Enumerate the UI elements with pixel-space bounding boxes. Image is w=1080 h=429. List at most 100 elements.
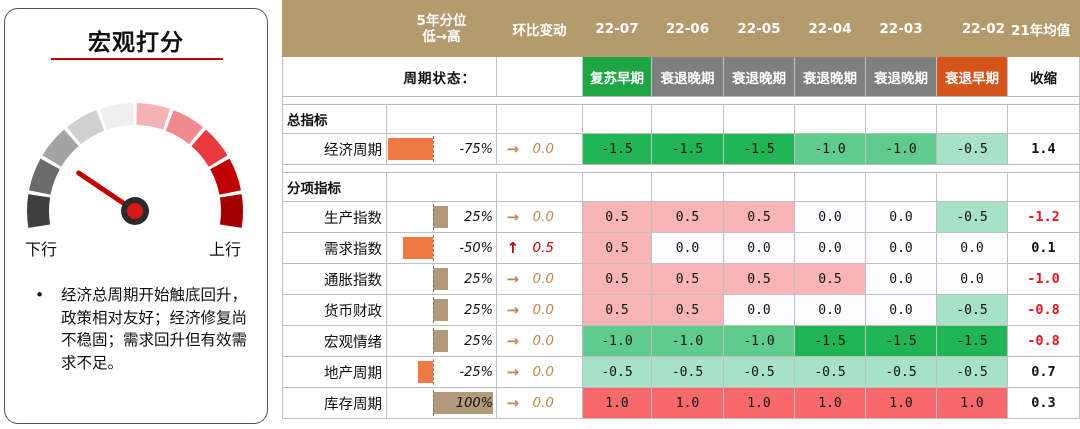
score-cell: 0.5 xyxy=(651,201,724,233)
indicator-name: 库存周期 xyxy=(282,387,387,419)
gauge-segment xyxy=(191,129,228,167)
change-arrow-icon: ↑ xyxy=(496,232,529,264)
score-cell: -1.5 xyxy=(936,325,1008,357)
section-title: 总指标 xyxy=(282,104,387,134)
percentile-cell: 25% xyxy=(386,263,497,295)
change-arrow-icon: → xyxy=(496,325,529,357)
percentile-axis xyxy=(433,204,434,230)
macro-score-panel: 宏观打分 下行 上行 经济总周期开始触底回升，政策相对友好；经济修复尚不稳固；需… xyxy=(4,8,268,424)
change-value: 0.0 xyxy=(528,133,583,165)
percentile-axis xyxy=(433,390,434,416)
avg-value: -0.8 xyxy=(1007,325,1080,357)
indicator-row: 地产周期 -25% → 0.0 -0.5 -0.5 -0.5 -0.5 -0.5 -0.5 0.7 xyxy=(282,356,1080,388)
state-blank xyxy=(496,56,583,97)
cycle-state-row: 周期状态： 复苏早期 衰退晚期 衰退晚期 衰退晚期 衰退晚期 衰退早期 收缩 xyxy=(282,56,1080,97)
score-cell: 0.0 xyxy=(723,232,795,264)
state-cell: 衰退晚期 xyxy=(651,56,724,97)
avg-value: 0.1 xyxy=(1007,232,1080,264)
score-cell: -0.5 xyxy=(651,356,724,388)
indicator-row: 经济周期 -75% → 0.0 -1.5 -1.5 -1.5 -1.0 -1.0 -0.5 1.4 xyxy=(282,133,1080,165)
score-cell: 0.0 xyxy=(936,263,1008,295)
indicator-row: 宏观情绪 25% → 0.0 -1.0 -1.0 -1.0 -1.5 -1.5 -1.5 -0.8 xyxy=(282,325,1080,357)
score-cell: -1.0 xyxy=(794,133,866,165)
change-arrow-icon: → xyxy=(496,133,529,165)
indicator-name: 宏观情绪 xyxy=(282,325,387,357)
avg-value: -1.2 xyxy=(1007,201,1080,233)
header-avg: 21年均值 xyxy=(1007,0,1080,57)
percentile-axis xyxy=(433,136,434,162)
percentile-cell: 25% xyxy=(386,325,497,357)
spacer-cell xyxy=(282,164,1080,173)
state-cell: 复苏早期 xyxy=(582,56,652,97)
gauge-segment xyxy=(67,110,105,145)
avg-value: 0.3 xyxy=(1007,387,1080,419)
score-cell: -1.0 xyxy=(582,325,652,357)
gauge-segment xyxy=(219,194,243,228)
percentile-axis xyxy=(433,297,434,323)
score-cell: 0.0 xyxy=(865,263,937,295)
percentile-value: 25% xyxy=(464,302,493,318)
change-arrow-icon: → xyxy=(496,387,529,419)
change-arrow-icon: → xyxy=(496,356,529,388)
percentile-cell: 25% xyxy=(386,294,497,326)
score-cell: 1.0 xyxy=(582,387,652,419)
percentile-cell: 100% xyxy=(386,387,497,419)
score-cell: -1.5 xyxy=(865,325,937,357)
score-cell: 1.0 xyxy=(794,387,866,419)
score-cell: 0.5 xyxy=(651,294,724,326)
indicator-name: 经济周期 xyxy=(282,133,387,165)
gauge-segment xyxy=(99,103,134,130)
header-month: 22-02 xyxy=(936,0,1008,57)
avg-value: -0.8 xyxy=(1007,294,1080,326)
summary-notes: 经济总周期开始触底回升，政策相对友好；经济修复尚不稳固；需求回升但有效需求不足。 xyxy=(29,284,259,374)
score-cell: 0.5 xyxy=(794,263,866,295)
change-arrow-icon: → xyxy=(496,201,529,233)
change-value: 0.0 xyxy=(528,387,583,419)
score-cell: -1.5 xyxy=(582,133,652,165)
score-cell: -0.5 xyxy=(936,201,1008,233)
score-cell: 1.0 xyxy=(723,387,795,419)
header-month: 22-04 xyxy=(794,0,866,57)
header-blank xyxy=(282,0,387,57)
score-cell: 0.5 xyxy=(582,294,652,326)
gauge-segment xyxy=(28,158,60,195)
change-arrow-icon: → xyxy=(496,294,529,326)
percentile-bar xyxy=(418,361,433,383)
percentile-axis xyxy=(433,328,434,354)
score-cell: 0.0 xyxy=(794,201,866,233)
score-cell: 0.0 xyxy=(936,232,1008,264)
change-value: 0.5 xyxy=(528,232,583,264)
score-cell: -0.5 xyxy=(936,294,1008,326)
percentile-cell: 25% xyxy=(386,201,497,233)
spacer-cell xyxy=(282,96,1080,105)
gauge-down-label: 下行 xyxy=(25,240,58,259)
change-value: 0.0 xyxy=(528,325,583,357)
gauge-segment xyxy=(136,103,171,130)
gauge-hub-inner xyxy=(127,203,143,219)
percentile-axis xyxy=(433,359,434,385)
score-cell: 0.5 xyxy=(723,201,795,233)
score-cell: -1.5 xyxy=(651,133,724,165)
percentile-cell: -75% xyxy=(386,133,497,165)
gauge-segment xyxy=(165,110,203,145)
percentile-bar xyxy=(433,299,448,321)
percentile-value: -50% xyxy=(459,240,493,256)
score-cell: 1.0 xyxy=(865,387,937,419)
macro-gauge xyxy=(27,103,243,228)
score-cell: 0.5 xyxy=(651,263,724,295)
score-cell: 0.0 xyxy=(865,294,937,326)
percentile-bar xyxy=(433,392,493,414)
avg-value: -1.0 xyxy=(1007,263,1080,295)
score-cell: 0.0 xyxy=(865,232,937,264)
cycle-state-label: 周期状态： xyxy=(282,56,497,97)
change-value: 0.0 xyxy=(528,356,583,388)
percentile-value: -75% xyxy=(459,141,493,157)
gauge-segment xyxy=(210,158,242,195)
percentile-axis xyxy=(433,266,434,292)
change-value: 0.0 xyxy=(528,201,583,233)
percentile-value: -25% xyxy=(459,364,493,380)
avg-state-cell: 收缩 xyxy=(1007,56,1080,97)
summary-note: 经济总周期开始触底回升，政策相对友好；经济修复尚不稳固；需求回升但有效需求不足。 xyxy=(29,284,259,374)
percentile-bar xyxy=(433,268,448,290)
gauge-segment xyxy=(27,194,51,228)
